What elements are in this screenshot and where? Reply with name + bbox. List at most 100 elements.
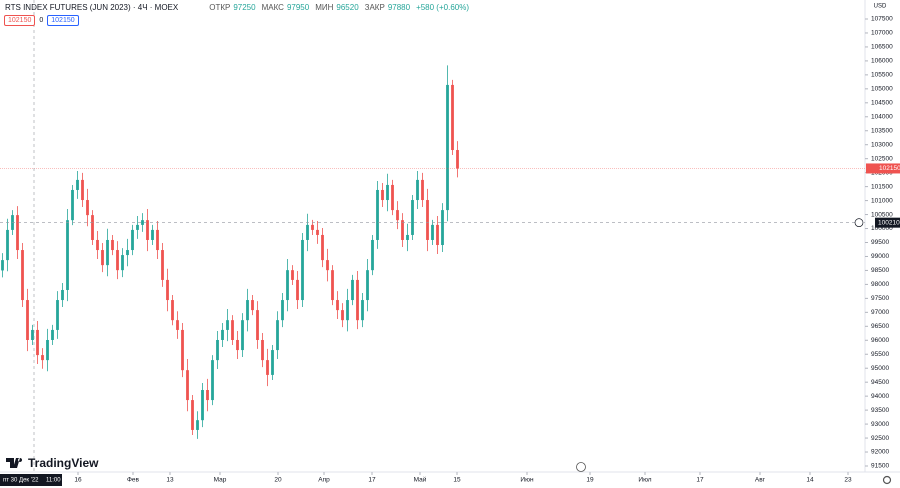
candle-body	[146, 220, 149, 240]
candle-body	[86, 200, 89, 216]
y-tick-label: 94500	[871, 379, 889, 386]
candle-body	[106, 239, 109, 266]
candle-body	[136, 224, 139, 230]
candle-body	[196, 420, 199, 430]
candle-body	[341, 310, 344, 321]
y-tick-label: 106000	[871, 58, 893, 65]
candle-body	[351, 279, 354, 301]
candle-body	[216, 339, 219, 361]
candle-body	[41, 355, 44, 361]
buy-button[interactable]: 102150	[47, 15, 79, 26]
candle-body	[301, 239, 304, 301]
y-tick-label: 95000	[871, 365, 889, 372]
symbol-title: RTS INDEX FUTURES (JUN 2023) · 4Ч · MOEX	[5, 3, 179, 12]
candle-body	[181, 329, 184, 371]
x-tick-label: 16	[74, 477, 82, 484]
candle-body	[246, 300, 249, 321]
y-tick-label: 93000	[871, 421, 889, 428]
candle-body	[191, 400, 194, 430]
candle-body	[411, 200, 414, 235]
candle-body	[456, 150, 459, 169]
candle-body	[206, 390, 209, 401]
x-tick-label: Мар	[214, 477, 227, 484]
legend-value: 97880	[387, 3, 411, 12]
candle-body	[276, 320, 279, 351]
y-tick-label: 97500	[871, 295, 889, 302]
candle-body	[126, 250, 129, 256]
candle-body	[21, 250, 24, 301]
candle-body	[156, 229, 159, 251]
candle-body	[16, 215, 19, 251]
settings-button[interactable]	[882, 475, 892, 485]
candle-body	[361, 300, 364, 321]
candle-body	[251, 300, 254, 311]
scroll-to-now[interactable]	[576, 462, 586, 472]
y-tick-label: 105500	[871, 72, 893, 79]
brand-logo[interactable]: TradingView	[6, 456, 98, 470]
logo-icon	[6, 458, 23, 468]
candle-body	[31, 329, 34, 340]
candle-body	[211, 360, 214, 401]
crosshair-time-bg	[0, 474, 62, 486]
candle-body	[6, 229, 9, 261]
legend-value: 96520	[336, 3, 359, 12]
y-tick-label: 98500	[871, 267, 889, 274]
y-tick-label: 92500	[871, 435, 889, 442]
candle-body	[261, 339, 264, 361]
legend: RTS INDEX FUTURES (JUN 2023) · 4Ч · MOEX…	[5, 3, 472, 12]
candle-body	[291, 270, 294, 280]
y-tick-label: 106500	[871, 44, 893, 51]
candle-body	[441, 210, 444, 246]
y-tick-label: 98000	[871, 281, 889, 288]
y-tick-label: 96000	[871, 337, 889, 344]
x-tick-label: Май	[414, 476, 427, 484]
y-tick-label: 101500	[871, 183, 893, 190]
last-price-tag-bg	[866, 163, 900, 174]
candle-body	[201, 390, 204, 421]
y-tick-label: 107000	[871, 30, 893, 37]
candle-body	[71, 189, 74, 221]
crosshair-time: пт 30 Дек '22	[3, 478, 39, 484]
candle-body	[366, 270, 369, 301]
x-tick-label: 17	[696, 477, 704, 484]
candle-body	[176, 320, 179, 330]
candle-body	[151, 229, 154, 240]
crosshair-clock: 11:00	[46, 478, 61, 484]
candle-body	[271, 350, 274, 375]
candle-body	[231, 320, 234, 340]
brand-name: TradingView	[28, 456, 99, 470]
x-tick-label: 13	[166, 477, 174, 484]
candle-body	[131, 229, 134, 251]
candle-body	[416, 179, 419, 201]
candle-body	[326, 260, 329, 271]
x-tick-label: Апр	[318, 477, 330, 484]
candle-body	[396, 210, 399, 221]
candle-body	[331, 270, 334, 301]
candle-body	[446, 84, 449, 211]
candle-body	[316, 229, 319, 235]
y-tick-label: 95500	[871, 351, 889, 358]
candle-body	[61, 289, 64, 301]
candle-body	[56, 300, 59, 330]
x-tick-label: 14	[806, 477, 814, 484]
candle-body	[226, 320, 229, 330]
candle-body	[386, 184, 389, 201]
candle-body	[116, 250, 119, 271]
candle-body	[221, 329, 224, 340]
y-tick-label: 104000	[871, 113, 893, 120]
candle-body	[311, 224, 314, 230]
candle-body	[46, 339, 49, 361]
x-tick-label: 23	[844, 477, 852, 484]
candle-body	[121, 255, 124, 271]
candle-body	[306, 224, 309, 240]
add-alert-button[interactable]	[854, 218, 864, 228]
y-tick-label: 103000	[871, 141, 893, 148]
x-tick-label: Авг	[755, 477, 766, 484]
candle-body	[96, 239, 99, 251]
crosshair-price: 100210	[878, 219, 900, 226]
x-tick-label: Июн	[520, 477, 534, 484]
legend-label: МИН	[315, 3, 334, 12]
candle-body	[256, 310, 259, 340]
sell-button[interactable]: 102150	[4, 15, 36, 26]
